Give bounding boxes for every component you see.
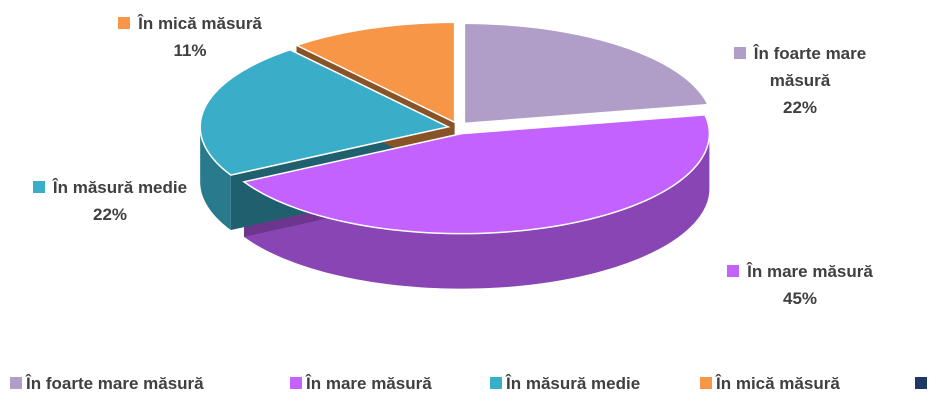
slice bbox=[242, 114, 711, 235]
label-line: În mare măsură bbox=[700, 258, 900, 285]
label-category: În mică măsură bbox=[138, 14, 262, 33]
data-label: În măsură medie 22% bbox=[0, 174, 220, 228]
label-line: În foarte mare măsură bbox=[710, 40, 890, 94]
legend-label: În mare măsură bbox=[306, 374, 432, 393]
legend-swatch bbox=[700, 377, 712, 389]
legend-swatch bbox=[490, 377, 502, 389]
legend-swatch bbox=[915, 377, 927, 389]
legend-item bbox=[915, 374, 931, 394]
slice bbox=[463, 22, 710, 125]
legend-item: În foarte mare măsură bbox=[10, 374, 204, 394]
data-label: În mare măsură 45% bbox=[700, 258, 900, 312]
legend-label: În foarte mare măsură bbox=[26, 374, 204, 393]
label-swatch bbox=[118, 17, 131, 29]
legend-label: În mică măsură bbox=[716, 374, 840, 393]
label-swatch bbox=[727, 265, 740, 277]
label-swatch bbox=[733, 47, 746, 59]
legend-item: În mică măsură bbox=[700, 374, 840, 394]
data-label: În foarte mare măsură 22% bbox=[710, 40, 890, 121]
legend-item: În mare măsură bbox=[290, 374, 432, 394]
label-value: 22% bbox=[92, 205, 128, 224]
label-category: În mare măsură bbox=[747, 262, 873, 281]
slice bbox=[199, 49, 451, 176]
legend-swatch bbox=[10, 377, 22, 389]
legend-label: În măsură medie bbox=[506, 374, 641, 393]
label-value: 22% bbox=[782, 98, 818, 117]
slice-side bbox=[244, 133, 710, 289]
label-line: În măsură medie bbox=[0, 174, 220, 201]
label-value: 45% bbox=[782, 289, 818, 308]
label-category: În măsură medie bbox=[52, 178, 188, 197]
label-category: În foarte mare măsură bbox=[753, 44, 867, 90]
data-label: În mică măsură 11% bbox=[90, 10, 290, 64]
label-swatch bbox=[32, 181, 45, 193]
label-value: 11% bbox=[173, 41, 207, 60]
slice bbox=[294, 21, 456, 124]
legend-item: În măsură medie bbox=[490, 374, 640, 394]
label-line: În mică măsură bbox=[90, 10, 290, 37]
legend-swatch bbox=[290, 377, 302, 389]
